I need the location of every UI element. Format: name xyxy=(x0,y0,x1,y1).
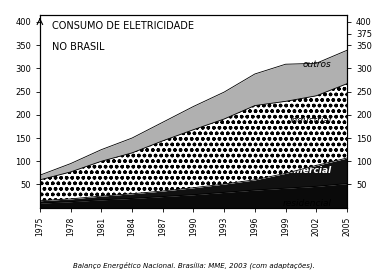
Text: industrial: industrial xyxy=(289,116,332,125)
Text: Balanço Energético Nacional. Brasília: MME, 2003 (com adaptações).: Balanço Energético Nacional. Brasília: M… xyxy=(73,261,314,269)
Text: outros: outros xyxy=(303,60,332,69)
Text: CONSUMO DE ELETRICIDADE: CONSUMO DE ELETRICIDADE xyxy=(52,21,194,31)
Text: residencial: residencial xyxy=(283,200,332,208)
Text: comercial: comercial xyxy=(283,166,332,175)
Text: NO BRASIL: NO BRASIL xyxy=(52,42,105,52)
